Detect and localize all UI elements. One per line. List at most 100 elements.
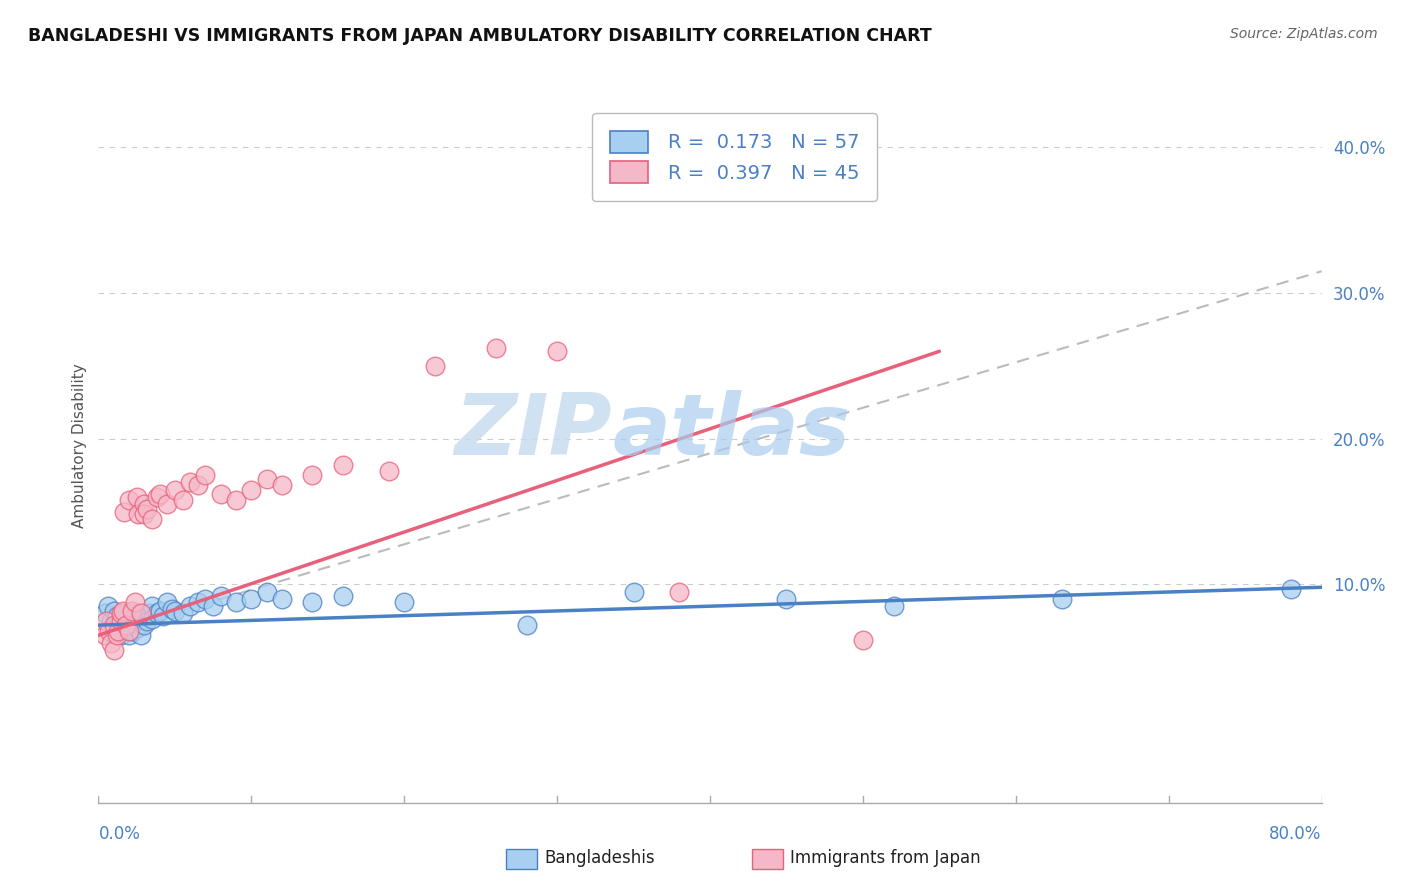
Point [883, 599, 905, 614]
Point [118, 628, 141, 642]
Point [149, 603, 172, 617]
Point [194, 591, 217, 606]
Point [127, 508, 149, 522]
Text: ZIP: ZIP [454, 390, 612, 474]
Point [202, 599, 225, 614]
Point [134, 497, 156, 511]
Point [110, 628, 132, 642]
Point [111, 603, 134, 617]
Point [156, 595, 179, 609]
Point [124, 612, 146, 626]
Point [172, 607, 194, 621]
Point [187, 595, 209, 609]
Point [270, 591, 292, 606]
Point [378, 464, 401, 478]
Point [103, 621, 125, 635]
Point [145, 607, 167, 621]
Point [110, 612, 132, 626]
Point [156, 497, 179, 511]
Point [668, 584, 690, 599]
Point [149, 487, 172, 501]
Point [225, 492, 247, 507]
Point [332, 589, 354, 603]
Point [125, 621, 148, 635]
Point [98, 624, 121, 638]
Point [115, 607, 138, 621]
Point [118, 624, 141, 638]
Point [179, 475, 201, 490]
Point [103, 618, 125, 632]
Point [332, 458, 354, 472]
Point [141, 599, 163, 614]
Point [112, 614, 135, 628]
Point [121, 614, 143, 628]
Point [546, 344, 568, 359]
Point [125, 490, 148, 504]
Point [485, 342, 508, 356]
Point [118, 492, 141, 507]
Point [256, 584, 278, 599]
Point [128, 616, 150, 631]
Point [775, 591, 797, 606]
Point [240, 483, 263, 497]
Point [194, 468, 217, 483]
Point [124, 595, 146, 609]
Point [270, 478, 292, 492]
Y-axis label: Ambulatory Disability: Ambulatory Disability [72, 364, 87, 528]
Point [240, 591, 263, 606]
Point [172, 492, 194, 507]
Point [118, 609, 141, 624]
Point [179, 599, 201, 614]
Point [100, 614, 122, 628]
Point [103, 603, 125, 617]
Point [107, 624, 129, 638]
Point [115, 616, 138, 631]
Point [516, 618, 538, 632]
Point [105, 609, 128, 624]
Text: BANGLADESHI VS IMMIGRANTS FROM JAPAN AMBULATORY DISABILITY CORRELATION CHART: BANGLADESHI VS IMMIGRANTS FROM JAPAN AMB… [28, 27, 932, 45]
Text: Source: ZipAtlas.com: Source: ZipAtlas.com [1230, 27, 1378, 41]
Point [94, 614, 117, 628]
Point [301, 468, 323, 483]
Point [134, 609, 156, 624]
Point [100, 635, 122, 649]
Point [110, 607, 132, 621]
Point [115, 618, 138, 632]
Point [136, 614, 159, 628]
Point [129, 628, 152, 642]
Point [301, 595, 323, 609]
Point [105, 628, 128, 642]
Point [136, 501, 159, 516]
Legend: R =  0.173   N = 57, R =  0.397   N = 45: R = 0.173 N = 57, R = 0.397 N = 45 [592, 113, 877, 201]
Point [127, 614, 149, 628]
Point [107, 618, 129, 632]
Text: Bangladeshis: Bangladeshis [544, 849, 655, 867]
Point [623, 584, 645, 599]
Point [225, 595, 247, 609]
Point [93, 607, 115, 621]
Point [121, 603, 143, 617]
Point [129, 607, 152, 621]
Point [1279, 582, 1302, 596]
Point [141, 612, 163, 626]
Point [145, 490, 167, 504]
Point [209, 487, 232, 501]
Point [160, 602, 183, 616]
Point [852, 632, 875, 647]
Point [120, 618, 142, 632]
Text: 0.0%: 0.0% [98, 824, 141, 843]
Point [187, 478, 209, 492]
Point [103, 643, 125, 657]
Point [423, 359, 446, 373]
Point [117, 621, 139, 635]
Point [392, 595, 416, 609]
Point [152, 609, 174, 624]
Point [209, 589, 232, 603]
Point [134, 508, 156, 522]
Point [125, 607, 148, 621]
Point [97, 599, 120, 614]
Point [121, 624, 143, 638]
Text: 80.0%: 80.0% [1270, 824, 1322, 843]
Point [138, 607, 160, 621]
Point [141, 512, 163, 526]
